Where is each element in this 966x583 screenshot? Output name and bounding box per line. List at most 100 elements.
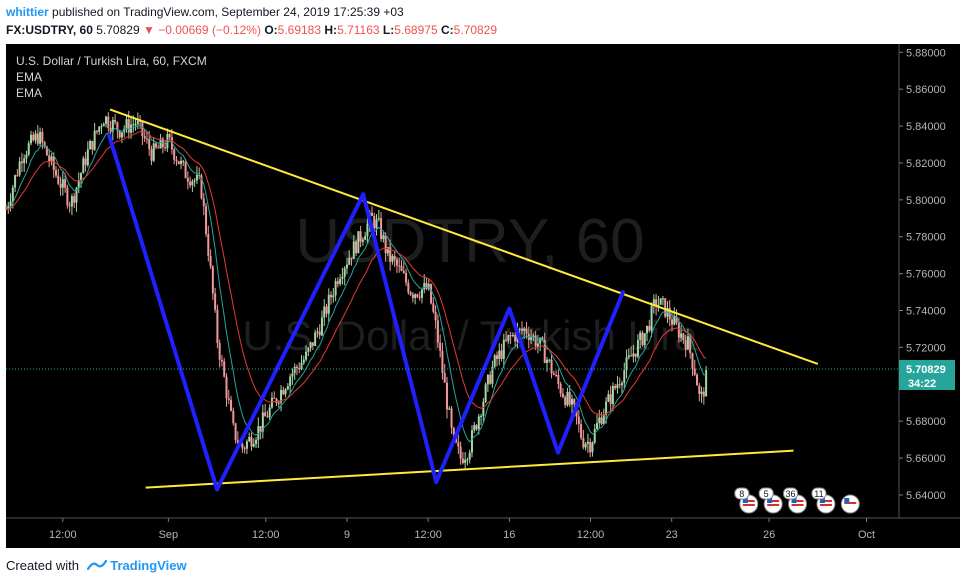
- candle-body: [291, 373, 294, 377]
- candle-body: [671, 319, 674, 325]
- flag-stripe: [844, 502, 857, 504]
- candle-body: [332, 295, 335, 298]
- candle-body: [373, 215, 376, 229]
- candle-body: [457, 442, 460, 447]
- candle-body: [68, 205, 71, 207]
- author-link[interactable]: whittier: [6, 5, 49, 19]
- zigzag-leg[interactable]: [434, 306, 512, 485]
- event-count: 11: [814, 489, 823, 499]
- trendline-lower[interactable]: [145, 449, 794, 489]
- candle-body: [266, 416, 269, 418]
- price-chart[interactable]: USDTRY, 60 U.S. Dollar / Turkish Lira 5.…: [0, 0, 966, 548]
- low-value: 5.68975: [394, 23, 438, 37]
- x-tick-label: 26: [763, 529, 775, 541]
- candle-body: [248, 437, 251, 442]
- candle-body: [598, 417, 601, 423]
- time-axis-background: [6, 518, 960, 548]
- candle-body: [443, 372, 446, 383]
- candle-body: [18, 161, 21, 176]
- candle-body: [395, 259, 398, 266]
- candle-body: [652, 299, 655, 306]
- candle-body: [482, 401, 485, 416]
- economic-events[interactable]: 8 5 36 11: [734, 487, 860, 514]
- tradingview-logo-icon: [86, 559, 107, 571]
- candle-body: [436, 320, 439, 343]
- price-axis[interactable]: 5.88000 5.86000 5.84000 5.82000 5.80000 5.780…: [899, 47, 946, 502]
- candle-body: [577, 416, 580, 425]
- flag-canton: [767, 498, 773, 503]
- trendlines[interactable]: [109, 108, 819, 489]
- candle-body: [273, 397, 276, 399]
- candle-body: [664, 298, 667, 317]
- candle-body: [75, 187, 78, 203]
- candle-body: [509, 335, 512, 337]
- legend-ema-2[interactable]: EMA: [16, 86, 43, 100]
- trendline-upper[interactable]: [109, 108, 819, 365]
- candle-body: [284, 389, 287, 395]
- candle-body: [700, 391, 703, 394]
- candle-body: [420, 289, 423, 298]
- candle-body: [461, 458, 464, 463]
- legend-title: U.S. Dollar / Turkish Lira, 60, FXCM: [16, 54, 207, 68]
- candle-body: [261, 412, 264, 432]
- candle-body: [632, 353, 635, 357]
- x-tick-label: 12:00: [49, 529, 77, 541]
- candle-body: [134, 124, 137, 126]
- candle-body: [648, 325, 651, 331]
- brand-link[interactable]: TradingView: [110, 558, 187, 573]
- ema-slow-line: [5, 131, 707, 416]
- candle-body: [530, 337, 533, 341]
- candle-body: [52, 156, 55, 171]
- flag-stripe: [742, 500, 755, 502]
- event-badge[interactable]: 5: [758, 487, 783, 514]
- candle-body: [252, 443, 255, 447]
- event-badge[interactable]: 36: [783, 487, 808, 514]
- zigzag-leg[interactable]: [507, 306, 561, 455]
- event-count: 8: [739, 489, 744, 499]
- event-badge[interactable]: [840, 494, 860, 514]
- zigzag-leg[interactable]: [215, 192, 366, 492]
- candle-body: [661, 298, 664, 300]
- candle-body: [189, 181, 192, 186]
- zigzag-pattern[interactable]: [107, 133, 625, 492]
- x-tick-label: 12:00: [577, 529, 605, 541]
- zigzag-leg[interactable]: [556, 290, 625, 455]
- candle-body: [91, 141, 94, 150]
- zigzag-leg[interactable]: [107, 133, 220, 492]
- event-badge[interactable]: 8: [734, 487, 759, 514]
- candle-body: [409, 292, 412, 295]
- candle-body: [200, 175, 203, 199]
- candle-body: [580, 424, 583, 438]
- candle-body: [564, 397, 567, 406]
- open-value: 5.69183: [277, 23, 322, 37]
- candle-body: [377, 218, 380, 220]
- candle-body: [561, 393, 564, 398]
- candle-body: [402, 270, 405, 273]
- candle-body: [659, 298, 662, 305]
- candle-body: [245, 441, 248, 449]
- event-badge[interactable]: 11: [811, 487, 836, 514]
- candle-body: [570, 399, 573, 405]
- zigzag-leg[interactable]: [361, 192, 439, 485]
- candle-body: [507, 335, 510, 341]
- down-arrow-icon: ▼: [142, 23, 155, 37]
- candle-body: [193, 180, 196, 182]
- chart-legend: U.S. Dollar / Turkish Lira, 60, FXCM EMA…: [16, 53, 207, 101]
- candle-body: [591, 442, 594, 453]
- low-label: L:: [382, 23, 395, 37]
- event-count-bubble: [783, 487, 799, 500]
- candle-body: [341, 276, 344, 279]
- event-count: 36: [786, 489, 796, 499]
- y-tick-label: 5.74000: [906, 306, 946, 318]
- candle-body: [361, 239, 364, 242]
- candle-body: [673, 316, 676, 325]
- candle-body: [57, 175, 60, 184]
- candle-body: [343, 268, 346, 277]
- candle-body: [214, 293, 217, 310]
- time-axis[interactable]: 12:00 Sep 12:00 9 12:00 16 12:00 23 26 Oct: [49, 518, 875, 541]
- candle-body: [480, 415, 483, 417]
- candle-body: [380, 218, 383, 240]
- legend-ema-1[interactable]: EMA: [16, 70, 43, 84]
- candles: [5, 110, 708, 470]
- y-tick-label: 5.86000: [906, 84, 946, 96]
